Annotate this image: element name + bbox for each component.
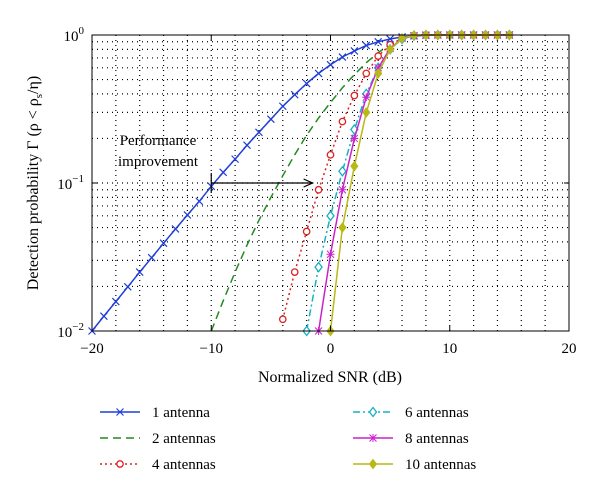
data-point (362, 41, 371, 50)
data-point (338, 185, 347, 194)
data-point (362, 107, 371, 118)
x-tick-label: 20 (562, 341, 577, 357)
data-point (362, 69, 371, 78)
data-point (326, 250, 335, 259)
data-point (278, 315, 287, 324)
tick-labels: −20 −10 0 10 20 10−2 10−1 100 (57, 25, 576, 357)
legend-item: 2 antennas (100, 431, 216, 447)
data-point (123, 282, 132, 291)
series-2 (210, 34, 510, 332)
data-point (374, 68, 383, 79)
data-point (326, 60, 335, 69)
y-tick-label: 10−2 (57, 321, 84, 341)
data-point (338, 53, 347, 61)
legend-label: 8 antennas (405, 431, 469, 447)
data-point (369, 434, 377, 442)
data-point (338, 165, 347, 177)
data-point (302, 227, 311, 236)
series-3 (278, 31, 514, 324)
data-point (350, 91, 359, 100)
data-point (374, 52, 383, 60)
y-tick-label: 10−1 (57, 173, 84, 193)
data-point (374, 63, 383, 72)
data-point (326, 150, 335, 159)
data-point (338, 222, 347, 233)
data-point (386, 35, 395, 43)
legend-label: 2 antennas (152, 431, 216, 447)
data-point (397, 32, 407, 44)
legend-label: 4 antennas (152, 457, 216, 473)
y-tick-label: 100 (64, 25, 85, 45)
data-point (350, 47, 359, 55)
data-point (368, 406, 378, 418)
data-point (350, 134, 359, 143)
data-point (183, 211, 192, 219)
data-point (368, 458, 378, 470)
series-5 (314, 31, 514, 335)
data-point (195, 197, 204, 206)
grid (92, 35, 569, 331)
data-point (266, 115, 275, 124)
x-tick-label: −20 (80, 341, 103, 357)
legend-label: 10 antennas (405, 457, 476, 473)
series-6 (326, 29, 514, 337)
data-point (314, 261, 323, 273)
legend-item: 4 antennas (100, 457, 216, 473)
data-point (116, 460, 124, 468)
data-point (278, 102, 287, 111)
data-point (243, 141, 251, 150)
data-point (362, 93, 371, 102)
data-point (326, 210, 335, 222)
data-point (111, 297, 120, 306)
data-point (171, 225, 180, 233)
legend-item: 6 antennas (353, 405, 469, 421)
legend-label: 6 antennas (405, 405, 469, 421)
data-point (374, 37, 383, 46)
data-point (147, 253, 156, 262)
x-tick-label: 10 (442, 341, 457, 357)
annotation-arrow-head (303, 178, 315, 188)
legend-label: 1 antenna (152, 405, 210, 421)
x-tick-label: −10 (200, 341, 223, 357)
legend-item: 10 antennas (353, 457, 476, 473)
data-point (350, 160, 359, 172)
data-point (231, 155, 240, 164)
data-point (385, 44, 395, 55)
ticks (91, 34, 570, 332)
x-tick-label: 0 (327, 341, 335, 357)
legend-item: 8 antennas (353, 431, 469, 447)
x-axis-label: Normalized SNR (dB) (258, 369, 402, 386)
data-point (219, 168, 228, 177)
data-point (314, 185, 323, 194)
data-point (100, 312, 108, 321)
data-point (338, 117, 347, 126)
legend-item: 1 antenna (100, 405, 210, 421)
series-line (210, 34, 510, 332)
annotation-line-1: Performance (120, 133, 197, 149)
data-point (302, 79, 311, 88)
data-point (255, 128, 263, 137)
data-point (159, 239, 168, 248)
data-point (290, 268, 299, 276)
data-point (116, 408, 124, 416)
annotation-line-2: improvement (118, 154, 199, 170)
annotation: Performance improvement (118, 133, 315, 193)
legend: 1 antenna 2 antennas 4 antennas 6 antennas 8… (100, 405, 476, 473)
y-axis-label: Detection probability Γ (ρ < ρs/η) (25, 76, 45, 290)
data-point (135, 268, 144, 277)
data-point (290, 90, 299, 99)
data-point (314, 69, 323, 78)
